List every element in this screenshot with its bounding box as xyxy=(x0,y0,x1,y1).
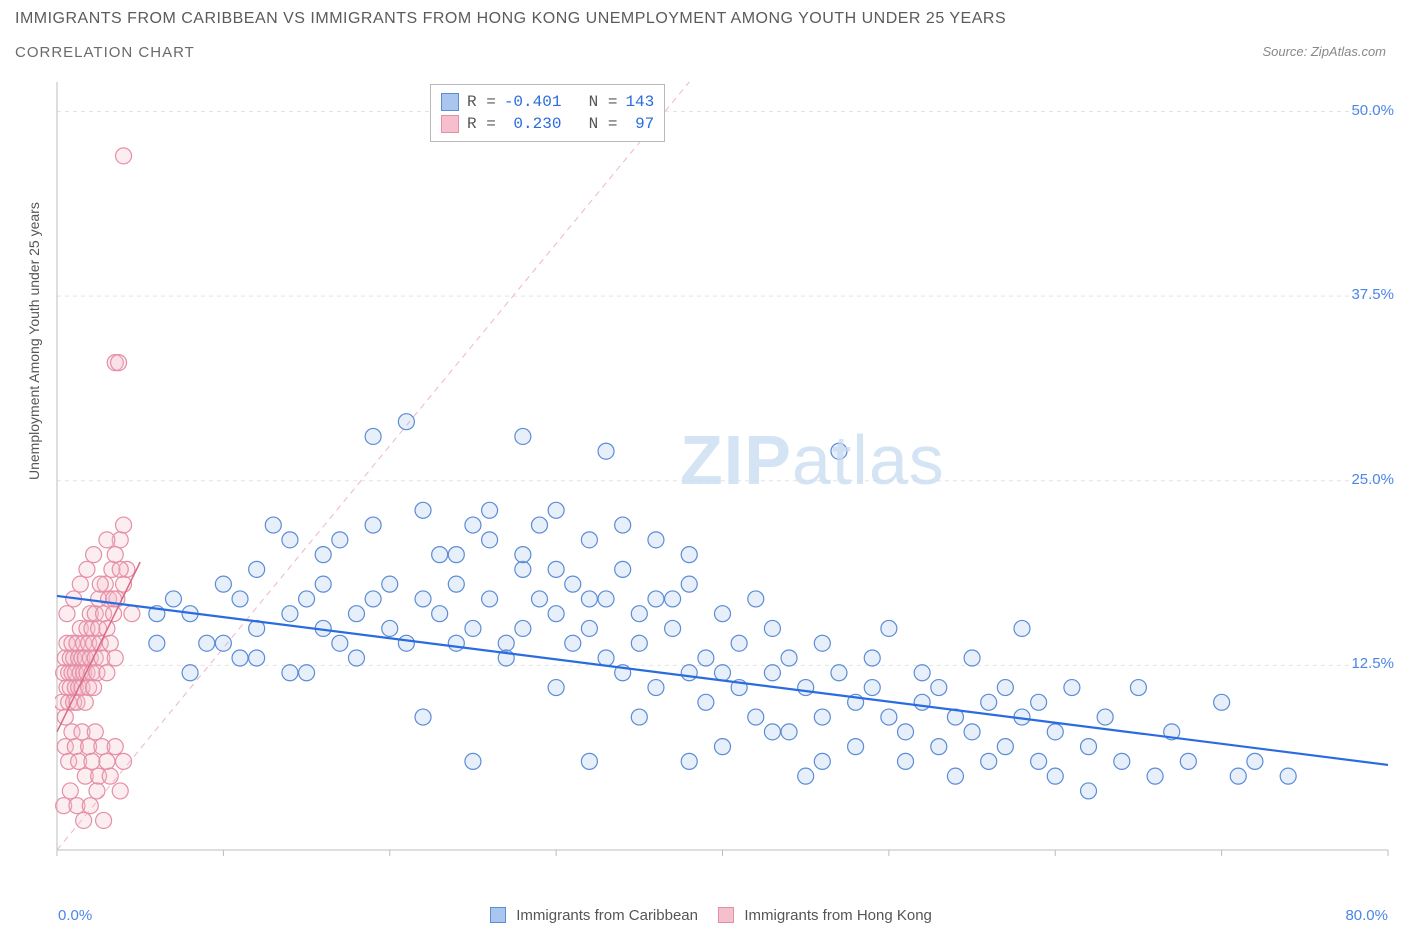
r-value-caribbean: -0.401 xyxy=(504,91,562,113)
legend-swatch-hongkong xyxy=(718,907,734,923)
r-label: R = xyxy=(467,113,496,135)
swatch-hongkong xyxy=(441,115,459,133)
n-label: N = xyxy=(569,113,617,135)
n-label: N = xyxy=(569,91,617,113)
y-axis-label: Unemployment Among Youth under 25 years xyxy=(26,202,42,480)
r-value-hongkong: 0.230 xyxy=(504,113,562,135)
stats-row-hongkong: R = 0.230 N = 97 xyxy=(441,113,654,135)
swatch-caribbean xyxy=(441,93,459,111)
y-tick-label: 50.0% xyxy=(1351,102,1394,119)
y-tick-label: 25.0% xyxy=(1351,471,1394,488)
legend-label-caribbean: Immigrants from Caribbean xyxy=(516,907,698,924)
scatter-plot xyxy=(55,80,1390,880)
stats-legend-box: R = -0.401 N = 143 R = 0.230 N = 97 xyxy=(430,84,665,142)
y-tick-label: 12.5% xyxy=(1351,655,1394,672)
r-label: R = xyxy=(467,91,496,113)
bottom-legend: Immigrants from Caribbean Immigrants fro… xyxy=(0,907,1406,924)
chart-subtitle: CORRELATION CHART xyxy=(15,44,195,61)
legend-swatch-caribbean xyxy=(490,907,506,923)
source-attribution: Source: ZipAtlas.com xyxy=(1262,44,1386,59)
stats-row-caribbean: R = -0.401 N = 143 xyxy=(441,91,654,113)
legend-label-hongkong: Immigrants from Hong Kong xyxy=(744,907,932,924)
chart-title: IMMIGRANTS FROM CARIBBEAN VS IMMIGRANTS … xyxy=(15,10,1006,28)
n-value-caribbean: 143 xyxy=(625,91,654,113)
chart-area xyxy=(55,80,1390,880)
y-tick-label: 37.5% xyxy=(1351,286,1394,303)
n-value-hongkong: 97 xyxy=(625,113,654,135)
